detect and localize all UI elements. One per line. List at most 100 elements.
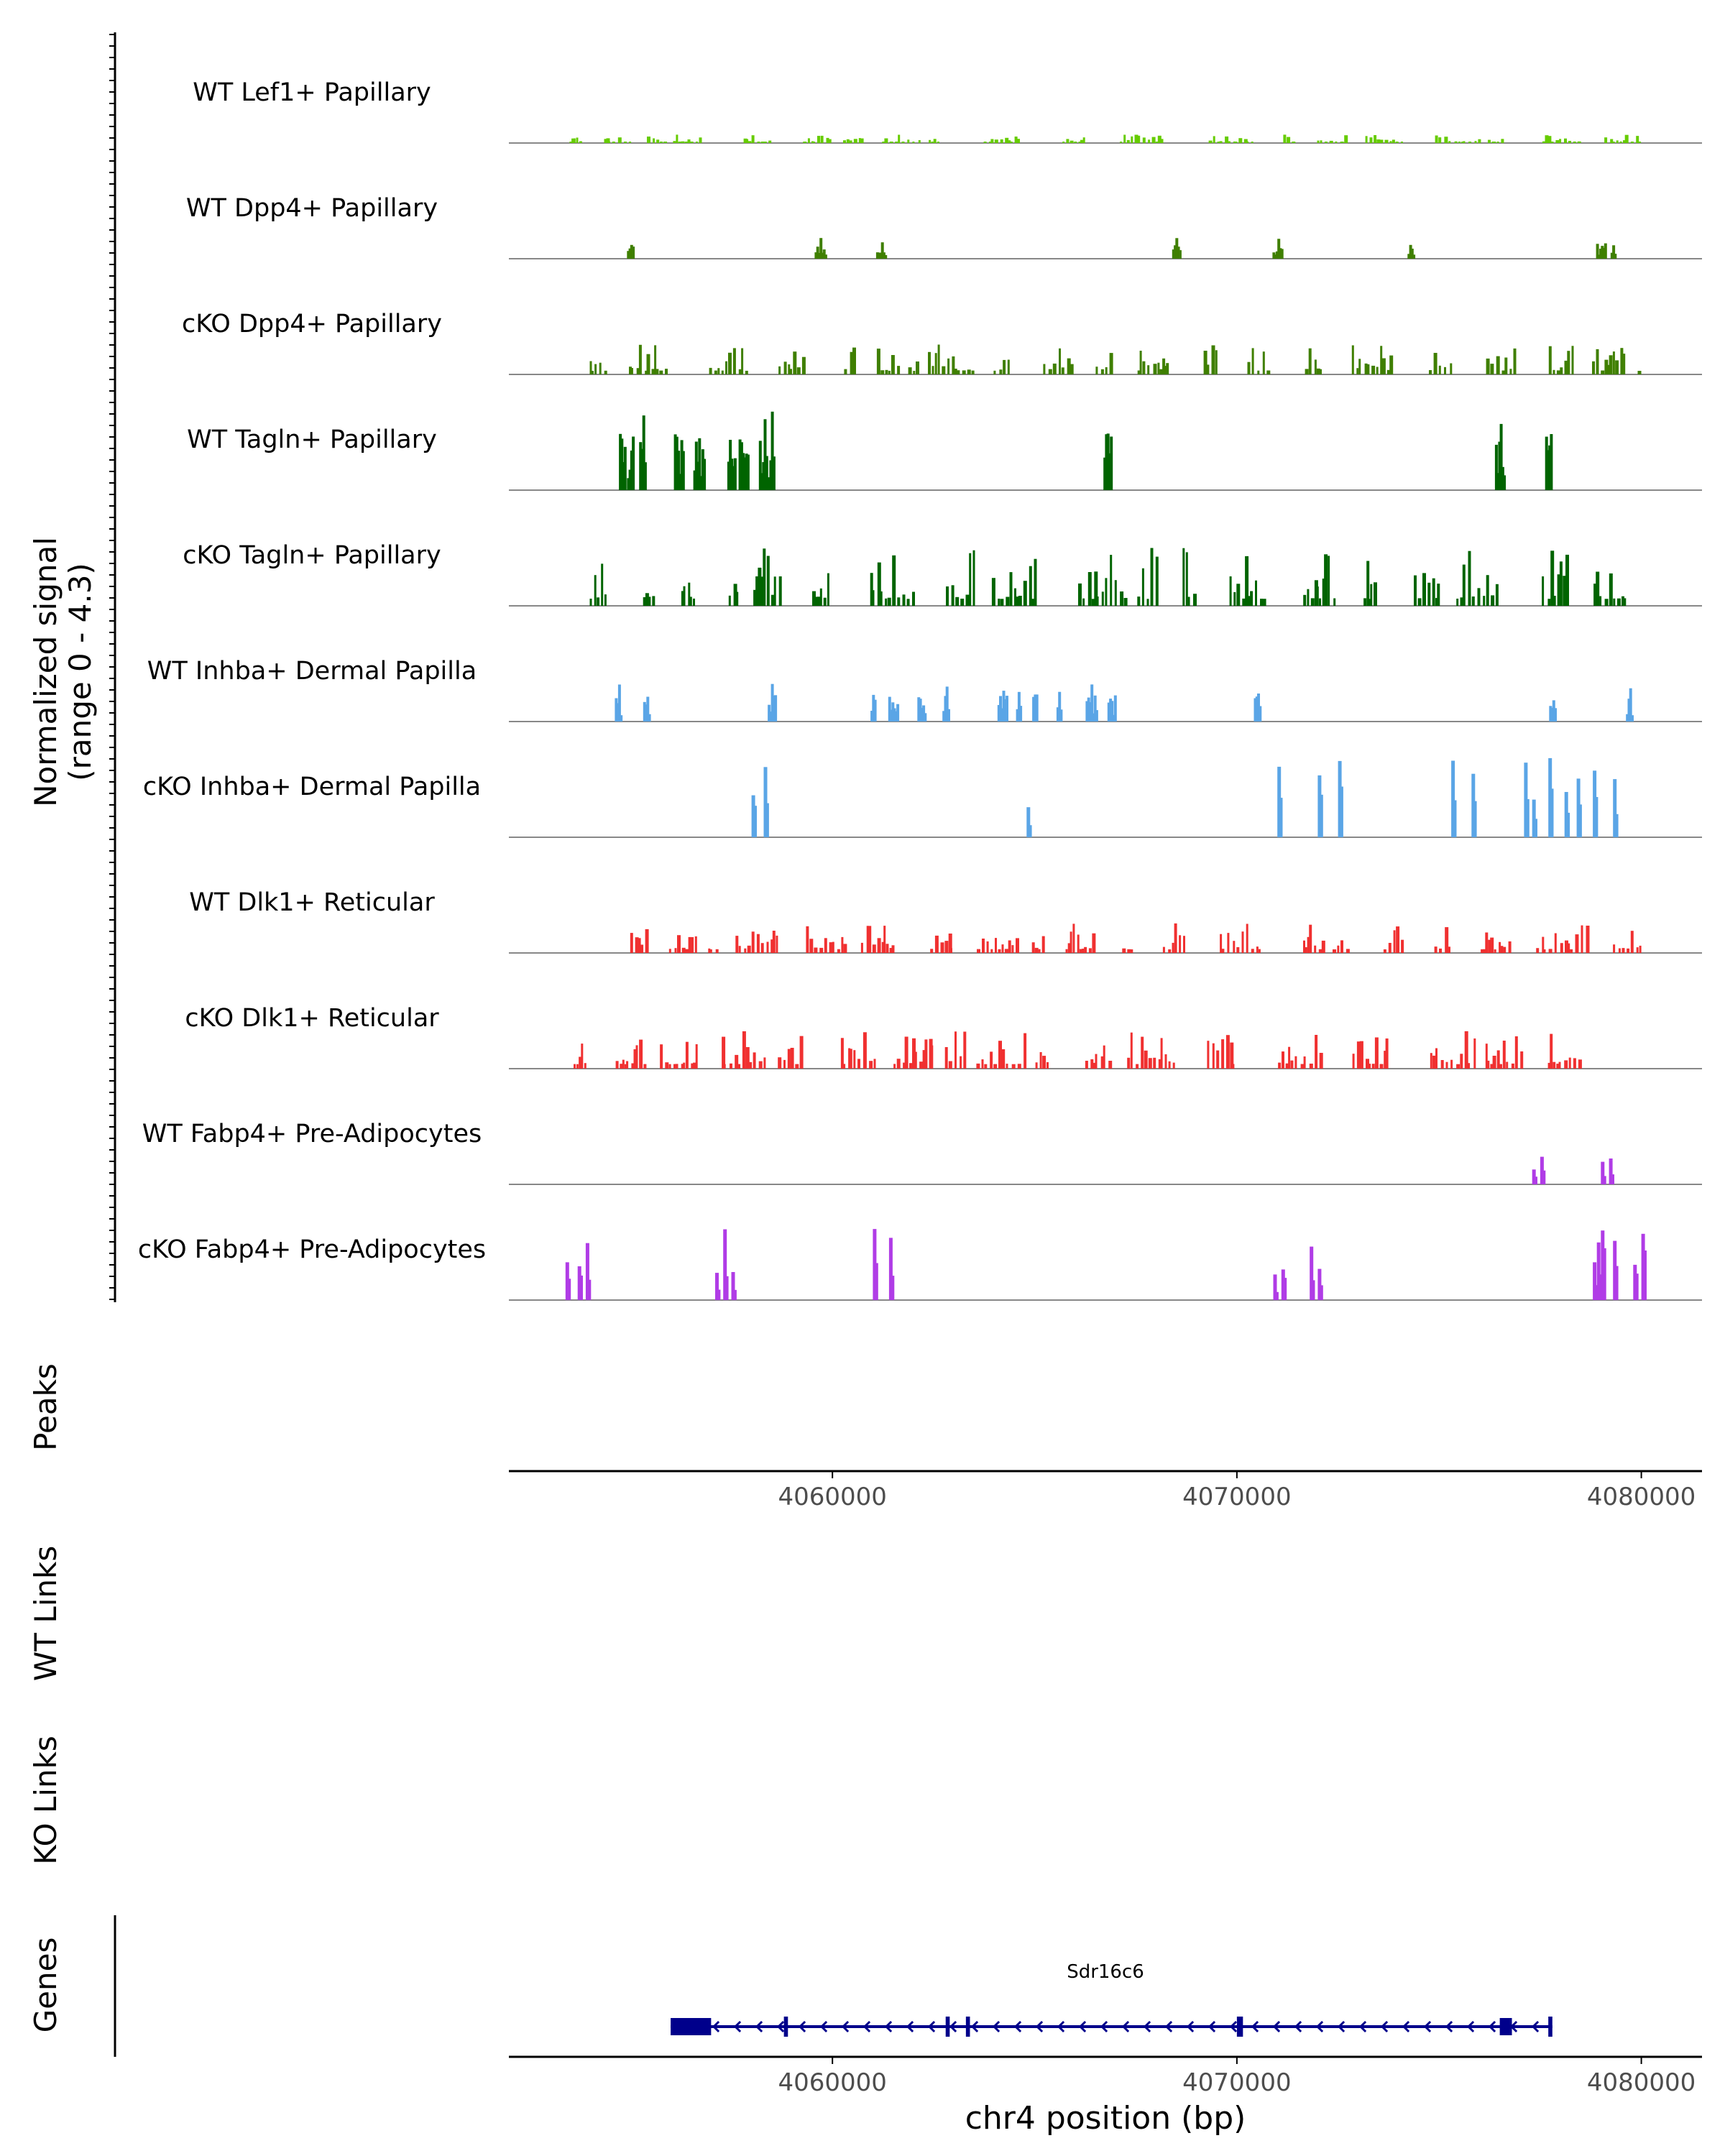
coverage-bar (1536, 948, 1540, 953)
coverage-bar (1462, 564, 1466, 606)
coverage-bar (715, 949, 719, 953)
coverage-bar (1294, 1056, 1297, 1069)
coverage-bar (889, 142, 893, 143)
coverage-bar (1435, 1048, 1438, 1069)
coverage-bar (745, 139, 749, 143)
track-5: WT Inhba+ Dermal Papilla (147, 657, 1702, 722)
coverage-bar (1094, 571, 1098, 606)
coverage-bar (643, 701, 646, 722)
coverage-bar (1514, 1036, 1518, 1069)
coverage-bar (993, 1064, 998, 1069)
coverage-bar (668, 1064, 671, 1069)
coverage-bar (1627, 699, 1631, 722)
coverage-bar (606, 138, 610, 143)
coverage-bar (1573, 1058, 1576, 1069)
coverage-bar (1246, 596, 1251, 606)
coverage-bar (681, 141, 685, 143)
coverage-bar (908, 367, 912, 374)
coverage-bar (1385, 1038, 1389, 1069)
coverage-bar (693, 1062, 696, 1069)
coverage-bar (1070, 364, 1074, 374)
coverage-bar (1003, 359, 1006, 374)
coverage-bar (953, 369, 957, 374)
coverage-bar (990, 949, 993, 953)
coverage-bar (1305, 369, 1309, 374)
coverage-bar (1564, 792, 1568, 837)
coverage-bar (1335, 141, 1338, 143)
coverage-bar (727, 461, 730, 490)
coverage-bar (819, 947, 824, 953)
coverage-bar (947, 709, 950, 722)
coverage-bar (1017, 1064, 1021, 1069)
coverage-bar (1260, 599, 1263, 606)
coverage-bar (882, 252, 886, 259)
coverage-bar (1565, 940, 1568, 953)
coverage-bar (1000, 599, 1004, 606)
coverage-bar (1513, 348, 1517, 374)
coverage-bar (1219, 141, 1223, 143)
coverage-bar (1082, 137, 1085, 143)
coverage-bar (1432, 578, 1435, 606)
coverage-bar (653, 138, 656, 143)
coverage-bar (829, 942, 833, 953)
coverage-bar (1018, 596, 1022, 606)
coverage-bar (1225, 1035, 1230, 1069)
coverage-bar (868, 926, 872, 953)
coverage-bar (1485, 1044, 1488, 1069)
coverage-bar (1371, 365, 1376, 374)
coverage-bar (1567, 812, 1570, 837)
coverage-bar (733, 1289, 737, 1300)
coverage-bar (1316, 586, 1319, 606)
coverage-bar (955, 596, 960, 606)
coverage-bar (665, 369, 668, 374)
coverage-bar (1221, 949, 1225, 953)
gene-track (671, 2017, 1552, 2037)
coverage-bar (1495, 584, 1499, 606)
coverage-bar (1593, 584, 1598, 606)
coverage-bar (1609, 1158, 1613, 1184)
coverage-bar (633, 1049, 638, 1069)
coverage-bar (858, 138, 861, 143)
coverage-bar (762, 462, 765, 490)
coverage-bar (630, 450, 633, 490)
coverage-bar (635, 1045, 638, 1069)
coverage-bar (875, 1263, 878, 1300)
coverage-bar (1092, 933, 1096, 953)
coverage-bar (1552, 700, 1555, 722)
coverage-bar (1139, 351, 1142, 374)
coverage-bar (725, 1276, 729, 1300)
genes-x-tick-label: 4080000 (1587, 2068, 1696, 2097)
gene-strand-arrow (992, 2020, 1000, 2033)
coverage-bar (1281, 1269, 1285, 1300)
coverage-bar (1235, 142, 1238, 143)
coverage-bar (1506, 1061, 1509, 1069)
coverage-bar (717, 368, 720, 374)
coverage-bar (751, 795, 755, 837)
coverage-bar (799, 1036, 804, 1069)
coverage-bar (1363, 598, 1367, 606)
coverage-bar (1613, 1240, 1617, 1300)
coverage-bar (1559, 139, 1562, 143)
coverage-bar (824, 938, 827, 953)
coverage-bar (1401, 142, 1403, 143)
track-8: cKO Dlk1+ Reticular (185, 1004, 1702, 1069)
coverage-bar (604, 139, 607, 143)
coverage-bar (1468, 1063, 1471, 1069)
coverage-bar (893, 1064, 896, 1069)
coverage-bar (901, 142, 905, 143)
coverage-bar (629, 367, 632, 374)
coverage-bar (1193, 594, 1197, 606)
coverage-bar (919, 1061, 924, 1069)
coverage-bar (890, 709, 893, 722)
coverage-y-label-line2: (range 0 - 4.3) (63, 563, 98, 781)
coverage-bar (1557, 574, 1560, 606)
coverage-bar (853, 139, 857, 143)
coverage-bar (1432, 1055, 1435, 1069)
coverage-bar (1320, 369, 1322, 374)
coverage-bar (656, 139, 660, 143)
coverage-bar (627, 251, 630, 259)
coverage-bar (620, 438, 624, 490)
coverage-bar (1120, 591, 1124, 606)
coverage-bar (951, 585, 954, 606)
coverage-bar (1131, 136, 1133, 143)
